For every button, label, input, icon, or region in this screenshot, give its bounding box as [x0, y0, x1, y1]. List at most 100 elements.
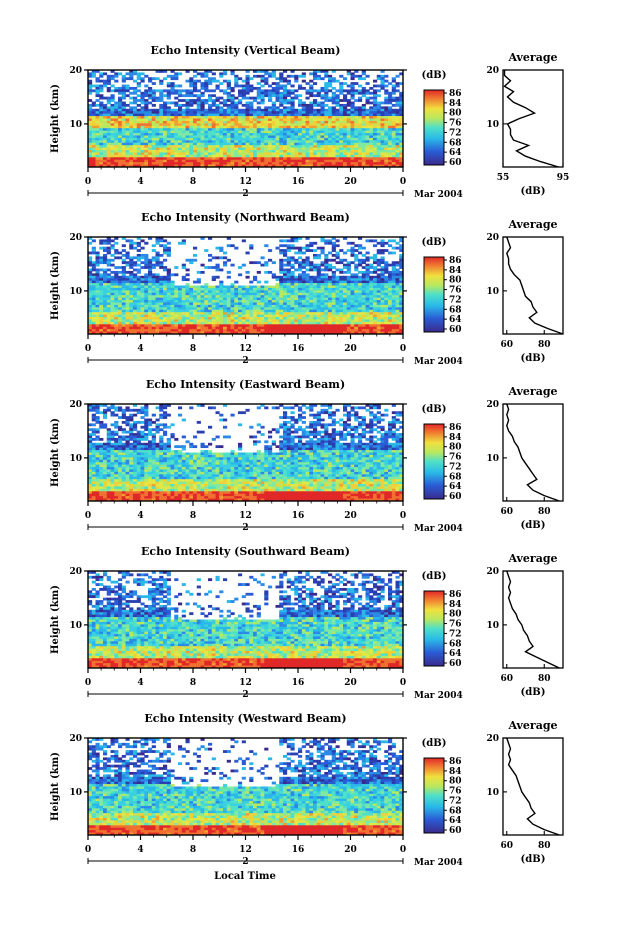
heatmap-cell: [204, 317, 209, 320]
heatmap-cell: [373, 152, 378, 156]
heatmap-cell: [279, 162, 284, 165]
heatmap-cell: [391, 108, 396, 112]
heatmap-cell: [166, 133, 171, 136]
heatmap-cell: [245, 145, 250, 148]
heatmap-cell: [380, 275, 385, 279]
average-line: [503, 70, 559, 168]
heatmap-cell: [301, 142, 306, 146]
heatmap-cell: [358, 300, 363, 303]
heatmap-cell: [155, 237, 160, 240]
heatmap-cell: [335, 292, 340, 296]
heatmap-cell: [238, 145, 243, 148]
heatmap-cell: [163, 106, 168, 110]
heatmap-cell: [166, 297, 171, 301]
heatmap-cell: [346, 140, 351, 144]
heatmap-cell: [395, 317, 400, 320]
heatmap-cell: [204, 312, 209, 315]
heatmap-cell: [151, 77, 156, 81]
heatmap-cell: [271, 72, 276, 76]
heatmap-cell: [384, 312, 389, 315]
heatmap-cell: [238, 142, 243, 146]
heatmap-cell: [118, 106, 123, 110]
heatmap-cell: [200, 307, 205, 311]
heatmap-cell: [114, 314, 119, 318]
heatmap-cell: [399, 133, 404, 136]
heatmap-cell: [313, 130, 318, 134]
heatmap-cell: [301, 290, 306, 294]
heatmap-cell: [163, 147, 168, 151]
heatmap-cell: [238, 116, 243, 119]
heatmap-cell: [335, 94, 340, 98]
heatmap-cell: [166, 74, 171, 78]
heatmap-cell: [380, 145, 385, 148]
heatmap-cell: [279, 101, 284, 105]
heatmap-cell: [174, 312, 179, 315]
heatmap-cell: [361, 283, 366, 286]
heatmap-cell: [230, 86, 235, 90]
heatmap-cell: [155, 307, 160, 311]
heatmap-cell: [388, 91, 393, 95]
heatmap-cell: [136, 84, 141, 88]
heatmap-cell: [275, 86, 280, 90]
heatmap-cell: [395, 300, 400, 303]
heatmap-cell: [388, 244, 393, 248]
heatmap-cell: [305, 145, 310, 148]
heatmap-cell: [140, 72, 145, 76]
heatmap-cell: [136, 256, 141, 260]
heatmap-cell: [129, 256, 134, 260]
heatmap-cell: [264, 125, 269, 129]
heatmap-cell: [118, 137, 123, 141]
heatmap-cell: [211, 94, 216, 98]
heatmap-cell: [245, 251, 250, 255]
heatmap-cell: [88, 290, 93, 294]
heatmap-cell: [339, 142, 344, 146]
heatmap-cell: [343, 314, 348, 318]
heatmap-cell: [283, 278, 288, 282]
heatmap-cell: [380, 147, 385, 151]
heatmap-cell: [95, 84, 100, 88]
heatmap-cell: [294, 283, 299, 286]
heatmap-cell: [129, 135, 134, 139]
heatmap-cell: [365, 140, 370, 144]
heatmap-cell: [290, 99, 295, 102]
heatmap-cell: [241, 125, 246, 129]
heatmap-cell: [380, 278, 385, 282]
heatmap-cell: [346, 103, 351, 107]
heatmap-cell: [155, 302, 160, 306]
heatmap-cell: [313, 72, 318, 76]
heatmap-cell: [136, 249, 141, 252]
heatmap-cell: [369, 91, 374, 95]
heatmap-cell: [391, 164, 396, 168]
heatmap-cell: [298, 125, 303, 129]
heatmap-cell: [106, 125, 111, 129]
heatmap-cell: [136, 130, 141, 134]
heatmap-cell: [305, 147, 310, 151]
heatmap-cell: [350, 253, 355, 257]
heatmap-cell: [271, 295, 276, 299]
heatmap-cell: [185, 300, 190, 303]
heatmap-cell: [241, 290, 246, 294]
heatmap-cell: [241, 91, 246, 95]
heatmap-cell: [350, 135, 355, 139]
heatmap-cell: [301, 113, 306, 117]
heatmap-cell: [219, 162, 224, 165]
heatmap-cell: [395, 285, 400, 289]
heatmap-cell: [298, 94, 303, 98]
heatmap-cell: [391, 86, 396, 90]
heatmap-cell: [275, 91, 280, 95]
heatmap-cell: [223, 89, 228, 93]
heatmap-cell: [331, 96, 336, 100]
heatmap-cell: [129, 164, 134, 168]
heatmap-cell: [350, 94, 355, 98]
heatmap-cell: [178, 118, 183, 122]
heatmap-cell: [88, 135, 93, 139]
heatmap-cell: [376, 162, 381, 165]
heatmap-cell: [324, 82, 329, 85]
heatmap-cell: [380, 152, 385, 156]
heatmap-cell: [118, 72, 123, 76]
heatmap-cell: [354, 266, 359, 269]
heatmap-cell: [264, 314, 269, 318]
heatmap-cell: [339, 275, 344, 279]
heatmap-cell: [256, 150, 261, 153]
heatmap-cell: [350, 96, 355, 100]
